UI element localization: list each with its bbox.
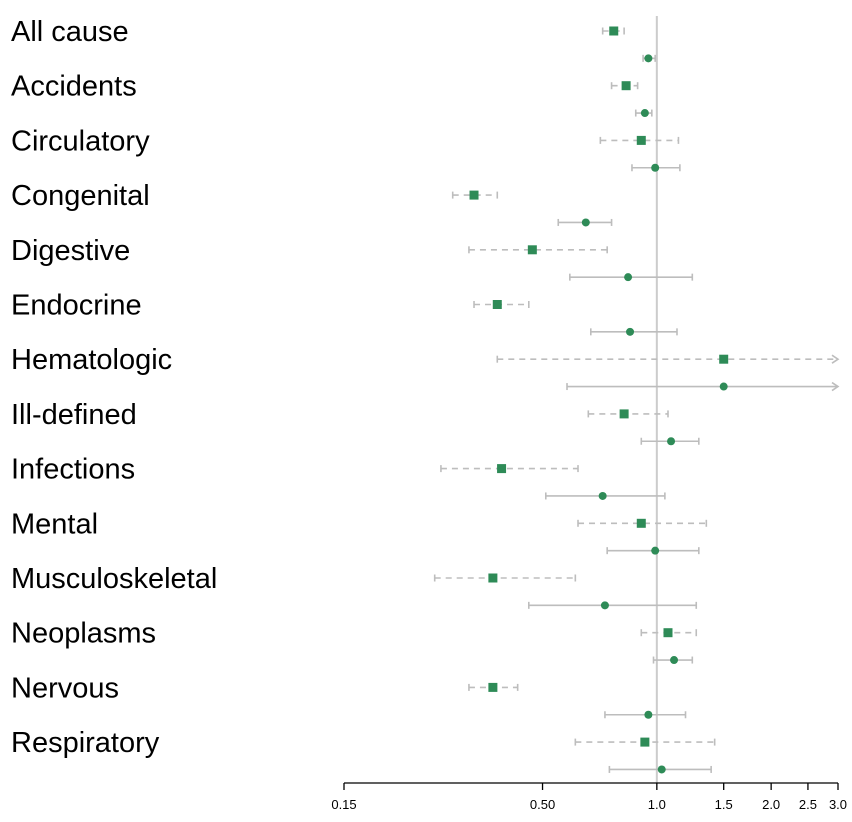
point-estimate-circle [640,109,649,118]
point-estimate-square [719,354,729,364]
point-estimate-square [609,26,619,36]
category-label: Digestive [11,235,130,267]
point-estimate-square [527,245,537,255]
point-estimate-square [492,300,502,309]
point-estimate-square [619,409,629,419]
point-estimate-circle [657,765,666,774]
point-estimate-circle [598,491,607,500]
point-estimate-square [497,464,507,474]
point-estimate-circle [644,54,653,63]
point-estimate-circle [667,437,676,446]
category-label: Accidents [11,71,137,103]
point-estimate-circle [581,218,590,227]
point-estimate-circle [600,601,609,610]
point-estimate-circle [651,546,660,555]
category-label: Neoplasms [11,618,156,650]
ci-square-row [599,136,680,144]
category-label: All cause [11,16,129,48]
category-label: Mental [11,508,98,540]
x-tick-label: 1.5 [715,797,733,812]
point-estimate-circle [624,273,633,282]
point-estimate-circle [651,163,660,172]
ci-square-row [601,27,625,35]
ci-square-row [577,519,708,527]
category-label-layer: All cause Accidents Circulatory Congenital D… [11,16,217,759]
point-estimate-square [488,573,498,583]
point-estimate-square [469,190,479,200]
category-label: Endocrine [11,290,142,322]
category-label: Ill-defined [11,399,137,431]
x-axis: 0.15 0.50 1.0 1.5 2.0 2.5 3.0 [331,782,847,812]
category-label: Infections [11,454,135,486]
point-estimate-square [488,682,498,692]
ci-circle-row [527,601,698,609]
point-estimate-circle [670,656,679,665]
ci-square-row [440,465,579,473]
x-tick-label: 0.15 [331,797,356,812]
x-tick-label: 2.0 [762,797,780,812]
ci-square-row [496,354,840,364]
point-estimate-circle [626,327,635,336]
category-label: Musculoskeletal [11,563,217,595]
category-label: Hematologic [11,344,172,376]
point-estimate-square [636,135,646,145]
x-tick-label: 2.5 [799,797,817,812]
confidence-interval-layer [433,27,840,773]
ci-arrow-head [831,354,840,364]
category-label: Nervous [11,672,119,704]
category-label: Circulatory [11,125,150,157]
x-tick-label: 1.0 [648,797,666,812]
point-estimate-layer [469,26,729,774]
category-label: Respiratory [11,727,160,759]
ci-circle-row [566,381,840,392]
point-estimate-circle [719,382,728,391]
category-label: Congenital [11,180,150,212]
ci-square-row [433,574,577,582]
point-estimate-square [636,518,646,528]
x-tick-label: 0.50 [530,797,555,812]
ci-square-row [468,246,608,254]
point-estimate-circle [644,710,653,719]
ci-arrow-head [831,381,840,392]
point-estimate-square [621,81,631,91]
point-estimate-square [663,628,673,638]
point-estimate-square [640,737,650,747]
ci-square-row [587,410,669,418]
x-tick-label: 3.0 [829,797,847,812]
